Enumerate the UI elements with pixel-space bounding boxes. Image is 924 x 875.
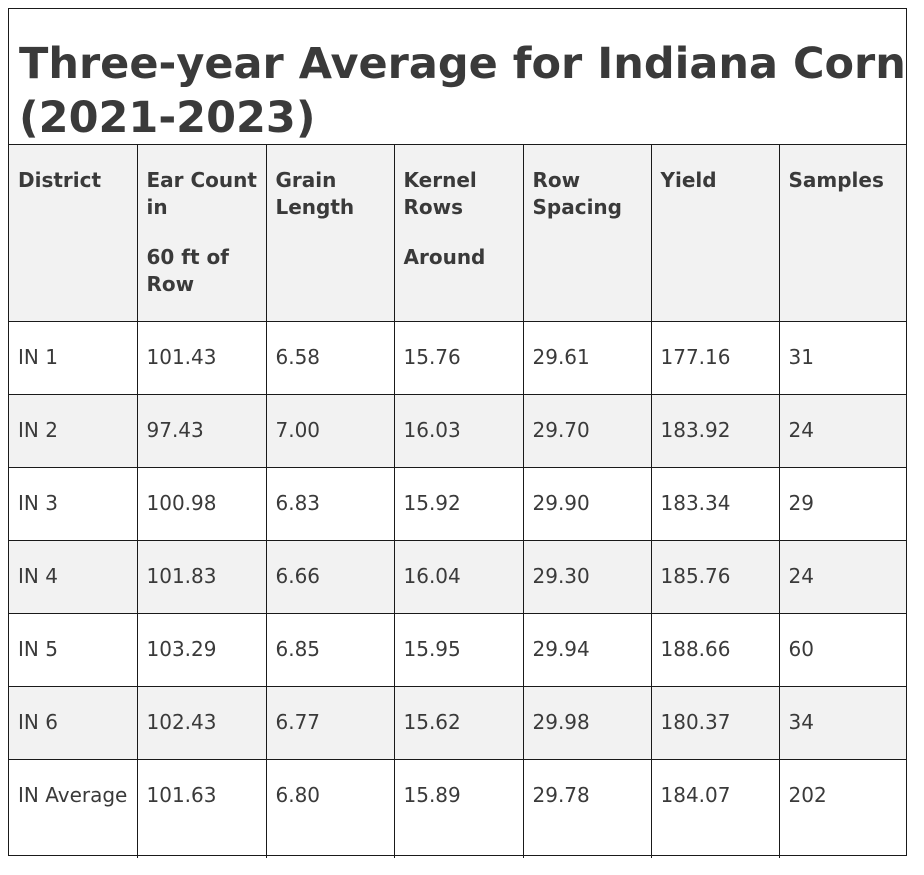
cell-kernel-rows: 15.89: [393, 758, 524, 858]
cell-ear-count: 102.43: [136, 685, 267, 760]
cell-samples: 60: [778, 612, 906, 687]
cell-grain-length: 6.77: [265, 685, 395, 760]
cell-row-spacing: 29.70: [522, 393, 652, 468]
cell-district: IN 2: [9, 393, 138, 468]
cell-ear-count: 103.29: [136, 612, 267, 687]
cell-district: IN 1: [9, 320, 138, 395]
header-kernel-rows: Kernel Rows Around: [393, 145, 524, 322]
table-caption: Three-year Average for Indiana Corn (202…: [9, 9, 906, 145]
cell-yield: 180.37: [650, 685, 780, 760]
cell-kernel-rows: 15.62: [393, 685, 524, 760]
table-row: IN 3 100.98 6.83 15.92 29.90 183.34 29: [9, 466, 906, 541]
cell-ear-count: 101.83: [136, 539, 267, 614]
header-grain-length: Grain Length: [265, 145, 395, 322]
table-row: IN 2 97.43 7.00 16.03 29.70 183.92 24: [9, 393, 906, 468]
cell-row-spacing: 29.98: [522, 685, 652, 760]
cell-kernel-rows: 16.03: [393, 393, 524, 468]
cell-grain-length: 6.66: [265, 539, 395, 614]
cell-ear-count: 101.43: [136, 320, 267, 395]
cell-yield: 177.16: [650, 320, 780, 395]
cell-yield: 183.34: [650, 466, 780, 541]
cell-row-spacing: 29.30: [522, 539, 652, 614]
cell-ear-count: 97.43: [136, 393, 267, 468]
cell-samples: 24: [778, 539, 906, 614]
cell-samples: 31: [778, 320, 906, 395]
cell-row-spacing: 29.90: [522, 466, 652, 541]
header-ear-count: Ear Count in 60 ft of Row: [136, 145, 267, 322]
header-yield: Yield: [650, 145, 780, 322]
table-title: Three-year Average for Indiana Corn (202…: [19, 39, 906, 143]
header-row: District Ear Count in 60 ft of Row Grain …: [9, 145, 906, 322]
corn-average-table: District Ear Count in 60 ft of Row Grain …: [9, 145, 906, 858]
cell-yield: 183.92: [650, 393, 780, 468]
cell-grain-length: 6.83: [265, 466, 395, 541]
cell-samples: 202: [778, 758, 906, 858]
table-row: IN 5 103.29 6.85 15.95 29.94 188.66 60: [9, 612, 906, 687]
cell-grain-length: 6.80: [265, 758, 395, 858]
header-row-spacing: Row Spacing: [522, 145, 652, 322]
cell-samples: 24: [778, 393, 906, 468]
cell-yield: 184.07: [650, 758, 780, 858]
header-district: District: [9, 145, 138, 322]
cell-district: IN 3: [9, 466, 138, 541]
cell-district: IN 4: [9, 539, 138, 614]
cell-samples: 34: [778, 685, 906, 760]
table-row: IN 1 101.43 6.58 15.76 29.61 177.16 31: [9, 320, 906, 395]
table-row: IN 6 102.43 6.77 15.62 29.98 180.37 34: [9, 685, 906, 760]
cell-yield: 188.66: [650, 612, 780, 687]
cell-yield: 185.76: [650, 539, 780, 614]
data-table-frame: Three-year Average for Indiana Corn (202…: [8, 8, 907, 858]
table-row: IN 4 101.83 6.66 16.04 29.30 185.76 24: [9, 539, 906, 614]
cell-grain-length: 6.85: [265, 612, 395, 687]
cell-kernel-rows: 15.76: [393, 320, 524, 395]
cell-grain-length: 7.00: [265, 393, 395, 468]
cell-kernel-rows: 15.92: [393, 466, 524, 541]
cell-row-spacing: 29.94: [522, 612, 652, 687]
cell-kernel-rows: 16.04: [393, 539, 524, 614]
cell-row-spacing: 29.78: [522, 758, 652, 858]
cell-grain-length: 6.58: [265, 320, 395, 395]
cell-district: IN 5: [9, 612, 138, 687]
cell-district: IN Average: [9, 758, 138, 858]
cell-samples: 29: [778, 466, 906, 541]
cell-kernel-rows: 15.95: [393, 612, 524, 687]
table-row-average: IN Average 101.63 6.80 15.89 29.78 184.0…: [9, 758, 906, 858]
cell-district: IN 6: [9, 685, 138, 760]
header-samples: Samples: [778, 145, 906, 322]
cell-ear-count: 100.98: [136, 466, 267, 541]
cell-row-spacing: 29.61: [522, 320, 652, 395]
cell-ear-count: 101.63: [136, 758, 267, 858]
